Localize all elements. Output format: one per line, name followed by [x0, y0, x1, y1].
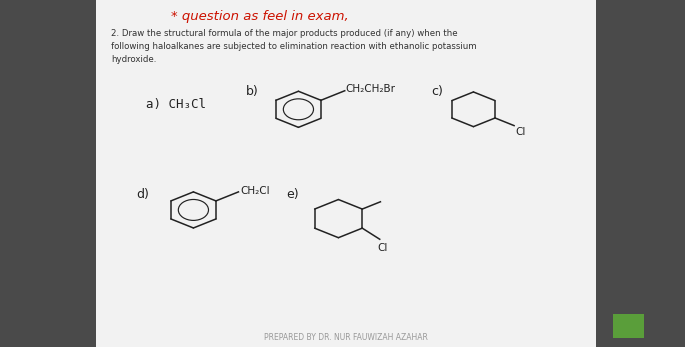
Text: PREPARED BY DR. NUR FAUWIZAH AZAHAR: PREPARED BY DR. NUR FAUWIZAH AZAHAR — [264, 333, 428, 342]
Text: * question as feel in exam,: * question as feel in exam, — [171, 10, 349, 23]
Text: 2: 2 — [625, 321, 632, 331]
Text: e): e) — [286, 188, 299, 201]
Text: hydroxide.: hydroxide. — [111, 55, 156, 64]
Text: 2. Draw the structural formula of the major products produced (if any) when the: 2. Draw the structural formula of the ma… — [111, 29, 458, 39]
Text: Cl: Cl — [516, 127, 526, 137]
Text: c): c) — [431, 85, 443, 99]
Text: a) CH₃Cl: a) CH₃Cl — [146, 98, 206, 111]
Text: b): b) — [246, 85, 259, 99]
Text: CH₂CH₂Br: CH₂CH₂Br — [346, 84, 396, 94]
Text: d): d) — [136, 188, 149, 201]
Text: following haloalkanes are subjected to elimination reaction with ethanolic potas: following haloalkanes are subjected to e… — [111, 42, 477, 51]
Text: Cl: Cl — [377, 243, 388, 253]
Text: CH₂Cl: CH₂Cl — [240, 186, 270, 195]
